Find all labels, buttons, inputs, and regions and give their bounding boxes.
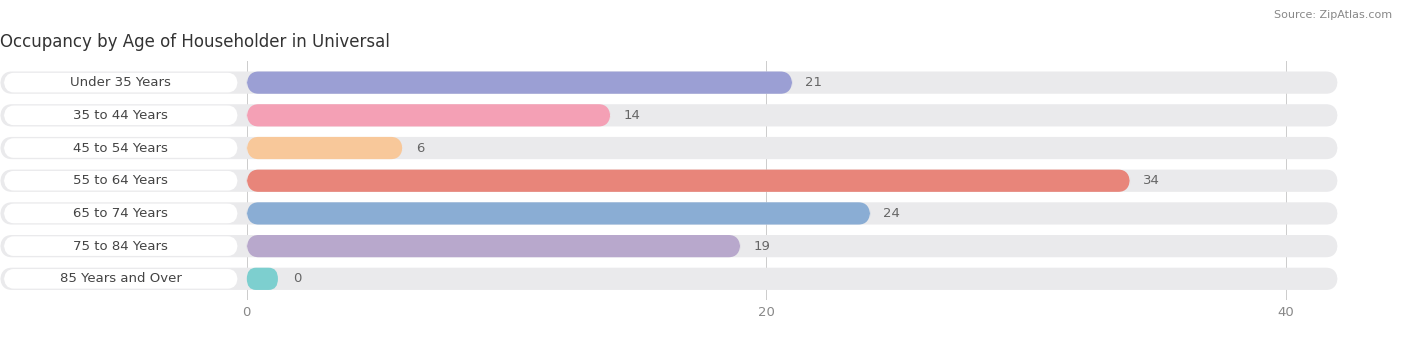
FancyBboxPatch shape [0,137,1339,159]
FancyBboxPatch shape [247,169,1130,192]
Text: Under 35 Years: Under 35 Years [70,76,172,89]
Text: Occupancy by Age of Householder in Universal: Occupancy by Age of Householder in Unive… [0,33,389,51]
FancyBboxPatch shape [0,72,1339,94]
FancyBboxPatch shape [4,105,238,125]
FancyBboxPatch shape [0,268,1339,290]
FancyBboxPatch shape [247,202,870,224]
Text: 19: 19 [754,240,770,253]
Text: 24: 24 [883,207,900,220]
Text: 21: 21 [806,76,823,89]
FancyBboxPatch shape [0,235,1339,257]
FancyBboxPatch shape [0,202,1339,224]
FancyBboxPatch shape [247,235,741,257]
FancyBboxPatch shape [4,138,238,158]
FancyBboxPatch shape [247,137,402,159]
Text: 34: 34 [1143,174,1160,187]
Text: 65 to 74 Years: 65 to 74 Years [73,207,169,220]
Text: 0: 0 [294,272,302,285]
FancyBboxPatch shape [247,72,793,94]
Text: 14: 14 [623,109,640,122]
FancyBboxPatch shape [247,268,278,290]
FancyBboxPatch shape [0,169,1339,192]
Text: 85 Years and Over: 85 Years and Over [60,272,181,285]
FancyBboxPatch shape [4,204,238,223]
FancyBboxPatch shape [4,171,238,191]
Text: 45 to 54 Years: 45 to 54 Years [73,142,169,154]
Text: 75 to 84 Years: 75 to 84 Years [73,240,169,253]
FancyBboxPatch shape [4,269,238,288]
FancyBboxPatch shape [247,104,610,127]
FancyBboxPatch shape [0,104,1339,127]
Text: 6: 6 [416,142,425,154]
Text: 35 to 44 Years: 35 to 44 Years [73,109,169,122]
Text: Source: ZipAtlas.com: Source: ZipAtlas.com [1274,10,1392,20]
FancyBboxPatch shape [4,73,238,92]
FancyBboxPatch shape [4,236,238,256]
Text: 55 to 64 Years: 55 to 64 Years [73,174,169,187]
